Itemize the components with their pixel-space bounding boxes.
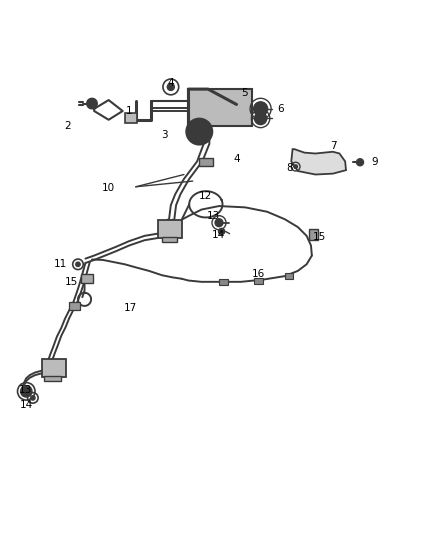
Circle shape <box>254 102 268 116</box>
Text: 9: 9 <box>371 157 378 167</box>
Bar <box>69 302 80 310</box>
Bar <box>44 376 61 381</box>
Circle shape <box>31 395 35 400</box>
Bar <box>309 229 318 240</box>
Text: 2: 2 <box>64 122 71 131</box>
Text: 15: 15 <box>65 277 78 287</box>
Circle shape <box>76 262 80 266</box>
Text: 4: 4 <box>233 154 240 164</box>
Bar <box>199 158 213 166</box>
Text: 4: 4 <box>167 78 174 88</box>
Bar <box>158 220 182 238</box>
Bar <box>285 273 293 279</box>
Bar <box>125 113 137 123</box>
Text: 14: 14 <box>212 230 225 240</box>
Circle shape <box>167 84 174 91</box>
Circle shape <box>21 386 32 397</box>
Text: 12: 12 <box>198 191 212 201</box>
Circle shape <box>219 229 225 235</box>
Circle shape <box>215 219 223 227</box>
Circle shape <box>254 112 267 125</box>
Text: 8: 8 <box>286 164 293 173</box>
Circle shape <box>186 118 212 145</box>
Bar <box>81 274 93 282</box>
Text: 14: 14 <box>20 400 33 410</box>
Circle shape <box>191 124 207 140</box>
Circle shape <box>357 159 364 166</box>
Circle shape <box>294 165 297 168</box>
Text: 13: 13 <box>19 385 32 395</box>
Text: 15: 15 <box>313 232 326 242</box>
Polygon shape <box>291 149 346 174</box>
Text: 1: 1 <box>126 106 133 116</box>
Bar <box>188 89 252 126</box>
Text: 16: 16 <box>252 269 265 279</box>
Text: 7: 7 <box>330 141 337 151</box>
Text: 10: 10 <box>102 183 115 192</box>
Circle shape <box>87 98 97 109</box>
Text: 3: 3 <box>161 130 168 140</box>
Bar <box>162 237 177 243</box>
Text: 6: 6 <box>277 104 284 114</box>
Text: 5: 5 <box>241 87 248 98</box>
Bar <box>254 278 263 284</box>
Text: 11: 11 <box>54 259 67 269</box>
Text: 13: 13 <box>207 211 220 221</box>
Bar <box>42 359 66 377</box>
Text: 17: 17 <box>124 303 137 313</box>
Bar <box>219 279 228 285</box>
